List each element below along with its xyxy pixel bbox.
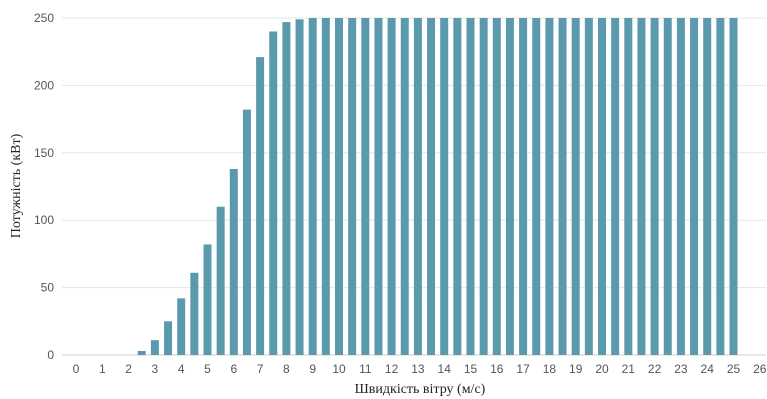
bar (400, 18, 409, 355)
bar (387, 18, 396, 355)
bar (637, 18, 646, 355)
bar (229, 168, 238, 355)
x-tick-label: 24 (701, 362, 715, 376)
x-tick-label: 1 (99, 362, 106, 376)
bar (177, 298, 186, 355)
bar (571, 18, 580, 355)
x-tick-label: 21 (622, 362, 636, 376)
x-tick-label: 25 (727, 362, 741, 376)
y-tick-label: 0 (47, 348, 54, 362)
bar (348, 18, 357, 355)
bar (453, 18, 462, 355)
x-tick-label: 2 (125, 362, 132, 376)
bar (269, 31, 278, 355)
y-tick-label: 150 (34, 146, 54, 160)
x-tick-label: 13 (411, 362, 425, 376)
bar (492, 18, 501, 355)
x-tick-label: 12 (385, 362, 399, 376)
x-tick-label: 19 (569, 362, 583, 376)
bar (690, 18, 699, 355)
x-tick-label: 3 (152, 362, 159, 376)
x-tick-label: 16 (490, 362, 504, 376)
x-tick-label: 10 (332, 362, 346, 376)
bar (361, 18, 370, 355)
x-tick-label: 6 (230, 362, 237, 376)
x-tick-label: 5 (204, 362, 211, 376)
bar (676, 18, 685, 355)
x-axis-ticks: 0 1 2 3 4 5 6 7 8 9 10 11 12 13 14 15 16 17 18 19 20 21 22 23 24… (73, 362, 767, 376)
bar (584, 18, 593, 355)
bar (440, 18, 449, 355)
x-tick-label: 17 (516, 362, 530, 376)
bar (663, 18, 672, 355)
bar (282, 22, 291, 355)
bar (519, 18, 528, 355)
bar (716, 18, 725, 355)
bar (203, 244, 212, 355)
x-tick-label: 15 (464, 362, 478, 376)
bar (335, 18, 343, 355)
bar (505, 18, 514, 355)
y-axis-ticks: 0 50 100 150 200 250 (34, 11, 54, 362)
bar (624, 18, 633, 355)
bar (216, 206, 225, 355)
x-tick-label: 18 (543, 362, 557, 376)
bar (545, 18, 554, 355)
y-tick-label: 50 (41, 281, 55, 295)
bar (374, 18, 383, 355)
x-tick-label: 4 (178, 362, 185, 376)
bar (308, 18, 317, 355)
bar (242, 109, 251, 355)
bar (413, 18, 422, 355)
bars (137, 18, 738, 356)
bar (650, 18, 659, 355)
y-axis-title: Потужність (кВт) (9, 133, 24, 238)
bar (703, 18, 712, 355)
y-tick-label: 200 (34, 78, 54, 92)
bar (256, 57, 265, 355)
bar (558, 18, 567, 355)
x-tick-label: 0 (73, 362, 80, 376)
x-tick-label: 14 (438, 362, 452, 376)
bar (479, 18, 488, 355)
y-tick-label: 250 (34, 11, 54, 25)
bar (190, 272, 199, 355)
x-axis-title: Швидкість вітру (м/с) (355, 382, 486, 397)
bar (729, 18, 738, 355)
bar (611, 18, 620, 355)
y-tick-label: 100 (34, 213, 54, 227)
x-tick-label: 7 (257, 362, 264, 376)
bar (150, 340, 159, 355)
bar (598, 18, 606, 355)
x-tick-label: 26 (753, 362, 767, 376)
bar (295, 19, 304, 356)
x-tick-label: 8 (283, 362, 290, 376)
bar (466, 18, 475, 355)
x-tick-label: 9 (309, 362, 316, 376)
bar (137, 350, 146, 355)
bar (427, 18, 436, 355)
x-tick-label: 20 (595, 362, 609, 376)
bar (321, 18, 330, 355)
bar (532, 18, 541, 355)
x-tick-label: 22 (648, 362, 662, 376)
x-tick-label: 23 (674, 362, 688, 376)
bar (164, 321, 173, 355)
x-tick-label: 11 (359, 362, 372, 376)
